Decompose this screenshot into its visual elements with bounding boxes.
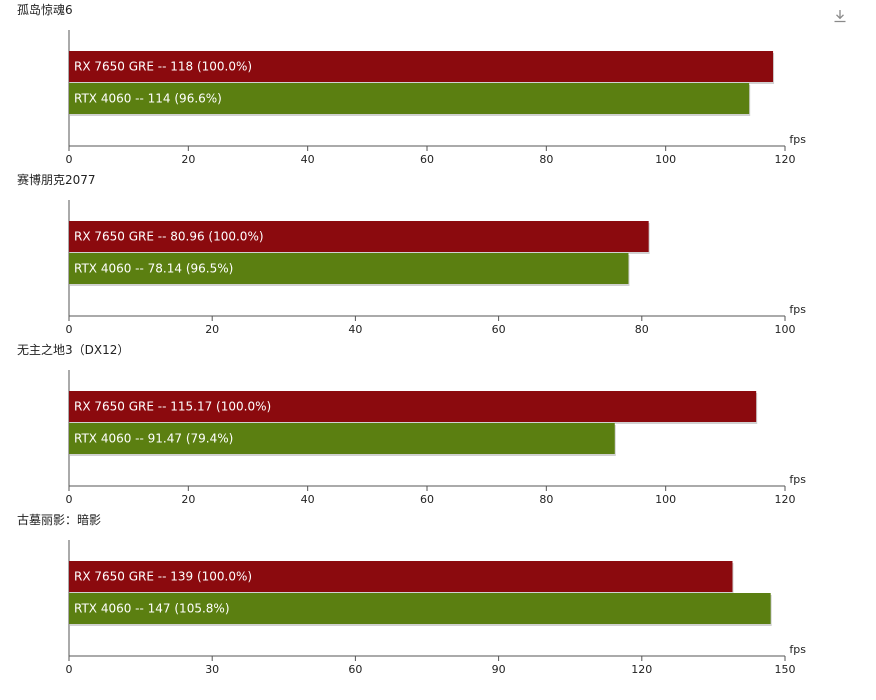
chart-title: 孤岛惊魂6 <box>17 2 73 17</box>
x-tick-label: 0 <box>66 663 73 676</box>
download-icon[interactable] <box>832 8 848 24</box>
x-tick-label: 40 <box>301 493 315 506</box>
data-label: RX 7650 GRE -- 115.17 (100.0%) <box>74 400 271 414</box>
chart-title: 古墓丽影：暗影 <box>17 512 101 527</box>
x-tick-label: 100 <box>655 493 676 506</box>
data-label: RTX 4060 -- 147 (105.8%) <box>74 602 230 616</box>
x-tick-label: 60 <box>348 663 362 676</box>
chart-title: 无主之地3（DX12） <box>17 343 129 357</box>
x-tick-label: 60 <box>420 153 434 166</box>
x-tick-label: 0 <box>66 323 73 336</box>
data-label: RX 7650 GRE -- 139 (100.0%) <box>74 570 252 584</box>
bar <box>69 51 774 82</box>
data-label: RTX 4060 -- 78.14 (96.5%) <box>74 262 233 276</box>
data-label: RTX 4060 -- 91.47 (79.4%) <box>74 432 233 446</box>
x-tick-label: 60 <box>492 323 506 336</box>
x-tick-label: 100 <box>775 323 796 336</box>
x-axis-label: fps <box>789 473 806 486</box>
x-axis-label: fps <box>789 303 806 316</box>
x-tick-label: 120 <box>775 493 796 506</box>
x-tick-label: 20 <box>205 323 219 336</box>
x-tick-label: 80 <box>539 153 553 166</box>
x-tick-label: 120 <box>631 663 652 676</box>
x-axis-label: fps <box>789 133 806 146</box>
x-tick-label: 0 <box>66 153 73 166</box>
x-tick-label: 20 <box>181 493 195 506</box>
x-tick-label: 120 <box>775 153 796 166</box>
bar <box>69 423 615 454</box>
bar <box>69 561 733 592</box>
data-label: RTX 4060 -- 114 (96.6%) <box>74 92 222 106</box>
bar <box>69 83 750 114</box>
bar <box>69 221 649 252</box>
data-label: RX 7650 GRE -- 80.96 (100.0%) <box>74 230 264 244</box>
data-label: RX 7650 GRE -- 118 (100.0%) <box>74 60 252 74</box>
x-tick-label: 40 <box>301 153 315 166</box>
bar <box>69 593 771 624</box>
x-tick-label: 60 <box>420 493 434 506</box>
x-tick-label: 40 <box>348 323 362 336</box>
x-tick-label: 80 <box>635 323 649 336</box>
x-tick-label: 150 <box>775 663 796 676</box>
x-tick-label: 0 <box>66 493 73 506</box>
x-tick-label: 30 <box>205 663 219 676</box>
bar <box>69 253 629 284</box>
bar <box>69 391 757 422</box>
x-tick-label: 90 <box>492 663 506 676</box>
x-tick-label: 100 <box>655 153 676 166</box>
x-tick-label: 80 <box>539 493 553 506</box>
chart-title: 赛博朋克2077 <box>17 172 96 187</box>
x-axis-label: fps <box>789 643 806 656</box>
x-tick-label: 20 <box>181 153 195 166</box>
